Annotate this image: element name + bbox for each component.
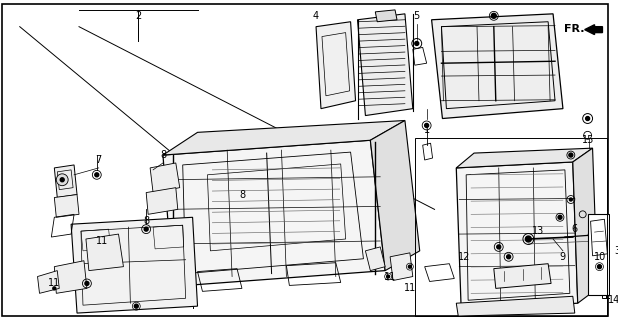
Text: 10: 10 xyxy=(595,252,607,262)
Circle shape xyxy=(425,124,429,127)
Text: 7: 7 xyxy=(96,155,102,165)
Polygon shape xyxy=(431,14,563,118)
Text: 5: 5 xyxy=(413,11,420,21)
Text: FR.: FR. xyxy=(564,24,585,34)
Polygon shape xyxy=(38,271,59,293)
Text: 6: 6 xyxy=(572,224,578,234)
Text: 4: 4 xyxy=(313,11,319,21)
Polygon shape xyxy=(54,165,77,197)
Circle shape xyxy=(569,153,573,157)
Circle shape xyxy=(591,233,595,237)
Polygon shape xyxy=(456,296,575,316)
Polygon shape xyxy=(54,195,79,217)
Polygon shape xyxy=(375,10,397,22)
Polygon shape xyxy=(163,121,405,155)
Bar xyxy=(588,214,609,295)
Text: 14: 14 xyxy=(608,295,618,305)
Circle shape xyxy=(134,304,138,308)
Circle shape xyxy=(497,245,501,249)
Polygon shape xyxy=(54,261,87,293)
Text: 12: 12 xyxy=(458,252,470,262)
Circle shape xyxy=(56,174,68,186)
Text: 1: 1 xyxy=(423,125,430,135)
Text: 9: 9 xyxy=(560,252,566,262)
Polygon shape xyxy=(365,247,385,271)
Text: 11: 11 xyxy=(48,278,61,288)
Circle shape xyxy=(558,215,562,219)
Polygon shape xyxy=(71,217,198,313)
Polygon shape xyxy=(456,148,593,168)
Polygon shape xyxy=(86,234,124,271)
Text: 15: 15 xyxy=(582,135,595,145)
Polygon shape xyxy=(456,162,578,310)
Circle shape xyxy=(507,255,510,259)
Circle shape xyxy=(525,236,531,242)
Text: 2: 2 xyxy=(135,11,142,21)
Polygon shape xyxy=(358,14,413,116)
Circle shape xyxy=(53,287,56,290)
FancyArrow shape xyxy=(585,25,603,35)
Bar xyxy=(415,138,607,316)
Circle shape xyxy=(60,178,64,182)
Circle shape xyxy=(586,116,590,121)
Polygon shape xyxy=(370,121,420,271)
Circle shape xyxy=(95,173,99,177)
Circle shape xyxy=(415,42,419,45)
Circle shape xyxy=(598,265,601,268)
Polygon shape xyxy=(163,140,385,286)
Text: 8: 8 xyxy=(160,150,166,160)
Circle shape xyxy=(85,282,89,285)
Polygon shape xyxy=(146,188,178,214)
Text: 11: 11 xyxy=(96,236,108,246)
Circle shape xyxy=(491,13,496,18)
Text: 8: 8 xyxy=(239,189,245,200)
Polygon shape xyxy=(150,163,180,193)
Circle shape xyxy=(387,275,389,278)
Text: 13: 13 xyxy=(532,226,544,236)
Polygon shape xyxy=(316,22,355,109)
Text: 8: 8 xyxy=(143,216,149,226)
Circle shape xyxy=(144,227,148,231)
Text: 11: 11 xyxy=(384,272,396,282)
Polygon shape xyxy=(494,264,551,288)
Text: 11: 11 xyxy=(404,284,416,293)
Circle shape xyxy=(408,265,412,268)
Polygon shape xyxy=(390,253,413,281)
Circle shape xyxy=(569,198,572,201)
Polygon shape xyxy=(573,148,598,303)
Text: 3: 3 xyxy=(614,246,618,256)
Bar xyxy=(603,219,606,298)
